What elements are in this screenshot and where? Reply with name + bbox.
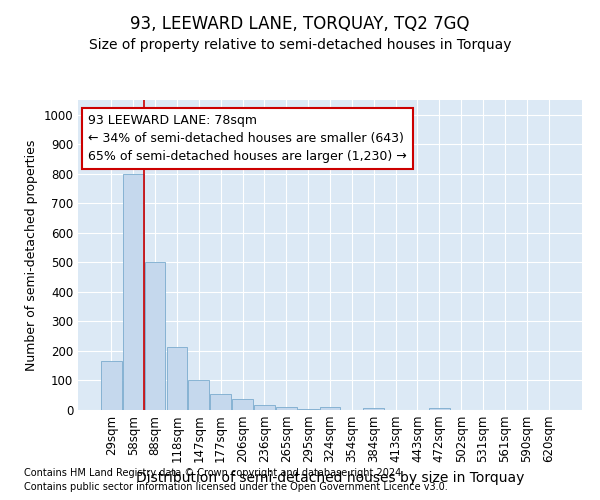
Bar xyxy=(298,408,319,410)
Bar xyxy=(188,380,209,410)
Bar xyxy=(210,394,231,410)
Text: Contains HM Land Registry data © Crown copyright and database right 2024.: Contains HM Land Registry data © Crown c… xyxy=(24,468,404,477)
Bar xyxy=(145,262,166,410)
Text: 93 LEEWARD LANE: 78sqm
← 34% of semi-detached houses are smaller (643)
65% of se: 93 LEEWARD LANE: 78sqm ← 34% of semi-det… xyxy=(88,114,407,163)
Bar xyxy=(364,408,384,410)
Bar xyxy=(429,408,450,410)
Bar xyxy=(232,399,253,410)
Bar xyxy=(320,407,340,410)
Y-axis label: Number of semi-detached properties: Number of semi-detached properties xyxy=(25,140,38,370)
Bar xyxy=(254,404,275,410)
Bar xyxy=(101,362,122,410)
Text: Contains public sector information licensed under the Open Government Licence v3: Contains public sector information licen… xyxy=(24,482,448,492)
X-axis label: Distribution of semi-detached houses by size in Torquay: Distribution of semi-detached houses by … xyxy=(136,471,524,485)
Text: 93, LEEWARD LANE, TORQUAY, TQ2 7GQ: 93, LEEWARD LANE, TORQUAY, TQ2 7GQ xyxy=(130,15,470,33)
Bar xyxy=(276,407,296,410)
Bar xyxy=(123,174,143,410)
Text: Size of property relative to semi-detached houses in Torquay: Size of property relative to semi-detach… xyxy=(89,38,511,52)
Bar xyxy=(167,346,187,410)
